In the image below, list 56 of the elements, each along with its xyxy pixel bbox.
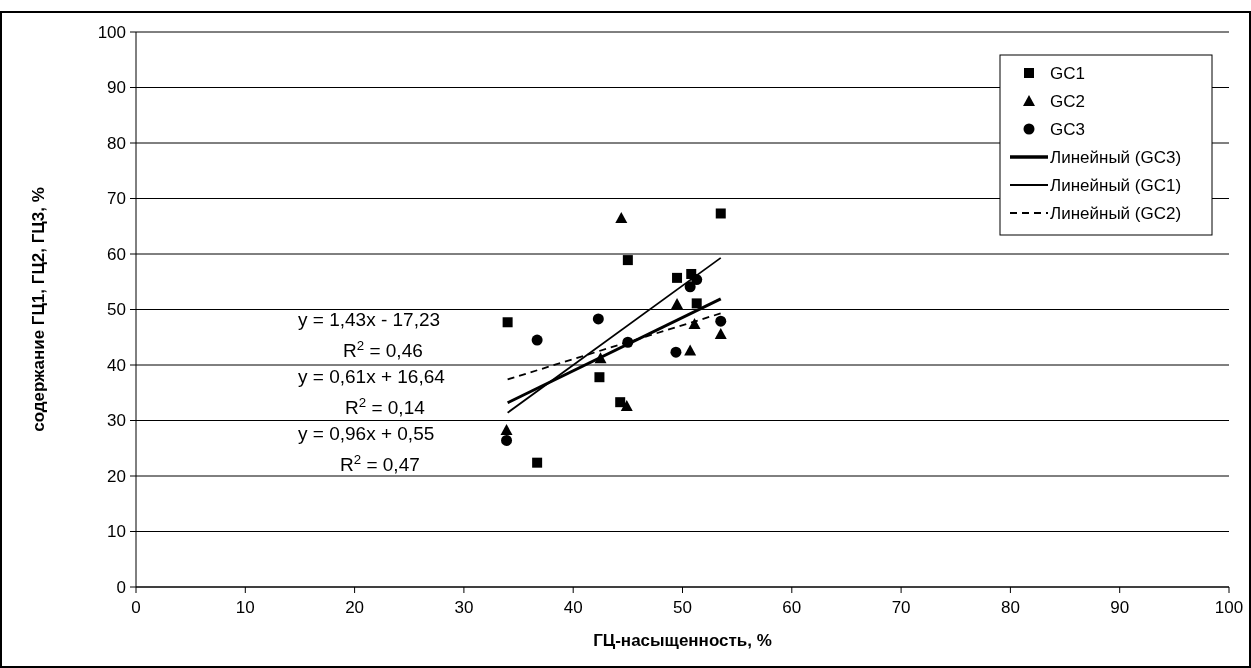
point	[502, 317, 513, 328]
legend-label: GC3	[1050, 119, 1085, 139]
y-axis-title: содержание ГЦ1, ГЦ2, ГЦ3, %	[29, 187, 48, 432]
annotation: R$^{2}$ = 0,46	[343, 337, 423, 361]
point	[691, 298, 702, 309]
point	[531, 334, 543, 346]
y-tick-label: 50	[107, 300, 126, 320]
annotation: y = 0,61x + 16,64	[298, 366, 446, 387]
y-tick-label: 80	[107, 133, 126, 153]
point	[622, 255, 633, 266]
y-tick-label: 10	[107, 522, 126, 542]
point	[688, 317, 701, 329]
point	[500, 423, 513, 435]
x-tick-label: 60	[782, 598, 802, 617]
x-tick-label: 70	[891, 598, 911, 617]
x-tick-label: 0	[131, 598, 141, 617]
legend-label: GC1	[1050, 63, 1085, 83]
annotation: y = 0,96x + 0,55	[298, 423, 435, 444]
annotation: y = 1,43x - 17,23	[298, 309, 441, 330]
point	[715, 208, 726, 219]
legend-label: Линейный (GC1)	[1050, 175, 1182, 195]
annotation: R$^{2}$ = 0,14	[345, 394, 426, 418]
y-tick-label: 20	[107, 466, 126, 486]
point	[615, 211, 628, 223]
point	[615, 397, 626, 408]
point	[670, 346, 682, 358]
point	[594, 372, 605, 383]
legend-label: GC2	[1050, 91, 1085, 111]
x-tick-label: 80	[1000, 598, 1020, 617]
point	[501, 434, 513, 446]
x-tick-label: 100	[1214, 598, 1244, 617]
annotation: R$^{2}$ = 0,47	[340, 451, 420, 475]
y-tick-label: 70	[107, 189, 126, 209]
x-tick-label: 50	[673, 598, 692, 617]
y-tick-label: 100	[97, 22, 126, 42]
x-tick-label: 10	[235, 598, 255, 617]
point	[684, 344, 697, 356]
point	[714, 327, 727, 339]
x-tick-label: 30	[454, 598, 474, 617]
y-tick-label: 0	[116, 577, 126, 597]
point	[592, 313, 604, 325]
y-tick-label: 40	[107, 355, 126, 375]
x-tick-label: 90	[1110, 598, 1130, 617]
point	[671, 297, 684, 309]
x-tick-label: 20	[345, 598, 365, 617]
y-tick-label: 90	[107, 78, 126, 98]
point	[620, 400, 633, 412]
point	[715, 315, 727, 327]
y-tick-label: 60	[107, 244, 126, 264]
y-tick-label: 30	[107, 411, 126, 431]
x-axis-title: ГЦ-насыщенность, %	[593, 631, 772, 650]
point	[532, 457, 543, 468]
legend-label: Линейный (GC3)	[1050, 147, 1182, 167]
point	[672, 272, 683, 283]
legend-label: Линейный (GC2)	[1050, 203, 1182, 223]
x-tick-label: 40	[563, 598, 583, 617]
